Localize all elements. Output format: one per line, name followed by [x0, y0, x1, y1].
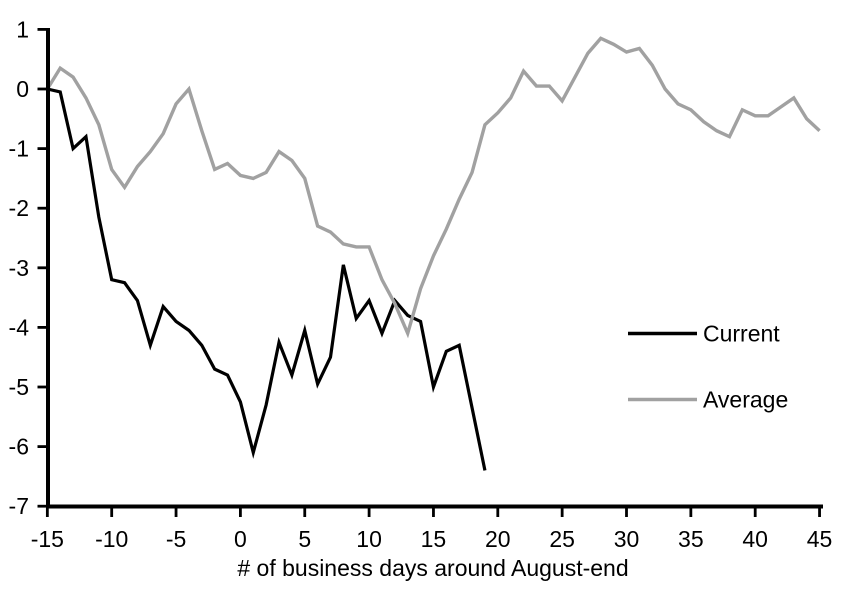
- x-tick-label: 5: [298, 526, 311, 552]
- y-tick-label: 1: [16, 16, 29, 42]
- legend-label-average: Average: [703, 387, 788, 413]
- y-tick-label: -4: [9, 314, 30, 340]
- axes-layer: [46, 28, 823, 509]
- x-axis-title: # of business days around August-end: [237, 555, 628, 581]
- x-tick-label: 40: [742, 526, 768, 552]
- legend-label-current: Current: [703, 321, 780, 347]
- x-tick-label: -10: [95, 526, 128, 552]
- x-tick-label: 35: [678, 526, 704, 552]
- y-tick-label: -6: [9, 434, 29, 460]
- y-tick-label: 0: [16, 76, 29, 102]
- x-tick-label: 20: [485, 526, 511, 552]
- x-tick-label: 15: [421, 526, 447, 552]
- series-average-line: [45, 36, 821, 339]
- series-layer: [45, 36, 821, 471]
- y-tick-label: -1: [9, 136, 29, 162]
- y-tick-label: -5: [9, 374, 29, 400]
- y-tick-label: -2: [9, 195, 29, 221]
- x-tick-label: 0: [234, 526, 247, 552]
- x-tick-label: 25: [549, 526, 575, 552]
- x-tick-label: -5: [166, 526, 186, 552]
- x-tick-label: -15: [31, 526, 64, 552]
- y-tick-label: -3: [9, 255, 29, 281]
- ticks-layer: 10-1-2-3-4-5-6-7-15 -10 -5 0 5 10 15 20 25 30 35 40…: [9, 16, 833, 552]
- x-tick-label: 30: [614, 526, 640, 552]
- x-tick-label: 10: [356, 526, 382, 552]
- series-current-line: [46, 87, 487, 471]
- legend: Current Average: [628, 321, 788, 413]
- x-tick-label: 45: [807, 526, 833, 552]
- y-tick-label: -7: [9, 493, 29, 519]
